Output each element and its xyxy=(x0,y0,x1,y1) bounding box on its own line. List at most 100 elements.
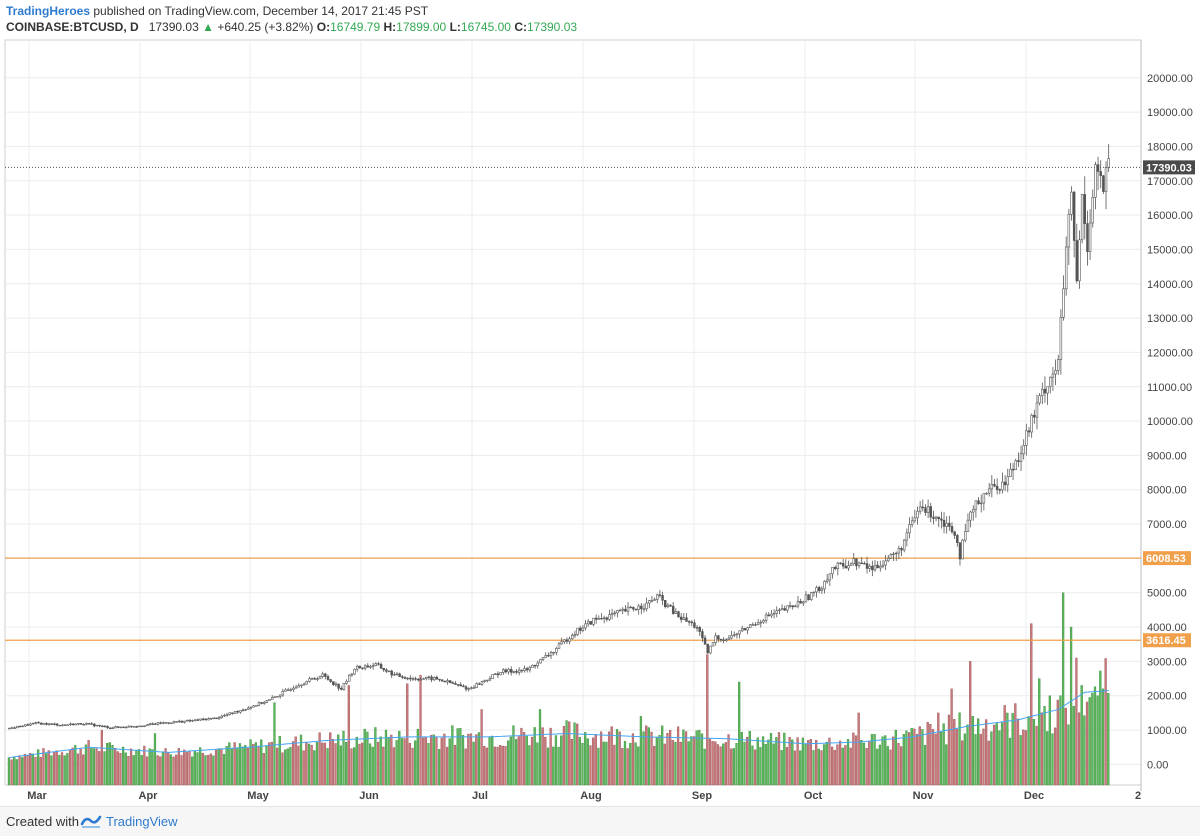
volume-bar xyxy=(687,741,690,786)
candle-body xyxy=(385,669,388,672)
volume-bar xyxy=(921,729,924,786)
publisher-name[interactable]: TradingHeroes xyxy=(6,4,91,18)
candle-body xyxy=(754,624,757,626)
candle-body xyxy=(905,532,909,541)
volume-bar xyxy=(615,729,619,786)
candle-body xyxy=(337,683,340,689)
candle-body xyxy=(55,723,59,726)
volume-bar xyxy=(939,731,943,786)
candle-body xyxy=(467,688,470,690)
volume-bar xyxy=(796,737,799,786)
candle-body xyxy=(284,689,287,692)
candle-body xyxy=(188,719,192,722)
volume-bar xyxy=(31,753,34,786)
candle-body xyxy=(995,485,999,490)
volume-bar xyxy=(825,741,828,786)
price-chart[interactable]: 20000.00 19000.00 18000.00 17000.00 16000.00… xyxy=(0,38,1200,806)
candle-body xyxy=(1038,395,1041,404)
candle-body xyxy=(26,724,30,726)
volume-bar xyxy=(1083,715,1086,786)
candle-body xyxy=(1078,239,1081,282)
volume-bar xyxy=(307,743,311,786)
volume-bar xyxy=(634,742,637,786)
volume-bar xyxy=(334,743,337,786)
candle-body xyxy=(8,727,11,730)
volume-bar xyxy=(828,737,831,786)
x-tick-label: Jul xyxy=(472,790,488,802)
candle-body xyxy=(225,714,229,716)
close-label: C: xyxy=(514,20,527,34)
candle-body xyxy=(316,678,319,680)
x-tick-label: Mar xyxy=(27,790,47,802)
y-tick-label: 13000.00 xyxy=(1147,313,1193,325)
x-tick-label: Dec xyxy=(1024,790,1044,802)
candle-body xyxy=(363,665,367,669)
candle-body xyxy=(523,668,526,671)
volume-bar xyxy=(469,733,473,786)
volume-bar xyxy=(626,748,629,786)
candle-body xyxy=(69,723,72,726)
candle-body xyxy=(1017,460,1020,463)
candle-body xyxy=(987,488,991,494)
volume-bar xyxy=(761,736,765,786)
y-tick-label: 14000.00 xyxy=(1147,279,1193,291)
volume-bar xyxy=(220,748,223,786)
candle-body xyxy=(244,709,247,711)
volume-bar xyxy=(37,749,40,786)
candle-body xyxy=(180,720,184,723)
candle-body xyxy=(488,678,492,681)
volume-bar xyxy=(1051,733,1054,786)
candle-body xyxy=(1091,196,1094,224)
x-tick-label: Aug xyxy=(580,790,601,802)
candle-body xyxy=(531,664,534,668)
candle-body xyxy=(146,724,149,727)
volume-bar xyxy=(801,737,805,786)
candle-body xyxy=(31,722,35,725)
volume-bar xyxy=(769,733,773,786)
candle-body xyxy=(520,669,524,672)
close-value: 17390.03 xyxy=(526,20,578,34)
volume-bar xyxy=(1093,686,1097,786)
volume-bar xyxy=(286,748,289,786)
candle-body xyxy=(440,679,444,682)
volume-bar xyxy=(456,728,459,786)
y-tick-label: 19000.00 xyxy=(1147,107,1193,119)
volume-bar xyxy=(196,752,199,786)
candle-body xyxy=(183,720,186,723)
volume-bar xyxy=(642,731,645,786)
candle-body xyxy=(820,588,824,591)
volume-bar xyxy=(953,719,956,786)
candle-body xyxy=(393,674,396,676)
volume-bar xyxy=(1054,727,1057,786)
volume-bar xyxy=(955,728,959,786)
tradingview-brand[interactable]: TradingView xyxy=(106,814,178,829)
candle-body xyxy=(887,558,890,562)
volume-bar xyxy=(10,759,13,786)
symbol-label[interactable]: COINBASE:BTCUSD, D xyxy=(6,20,139,34)
volume-bar xyxy=(260,739,263,786)
volume-bar xyxy=(191,756,194,786)
y-tick-label: 17000.00 xyxy=(1147,176,1193,188)
candle-body xyxy=(743,628,747,631)
candle-body xyxy=(369,666,372,668)
volume-bar xyxy=(68,749,72,786)
volume-bar xyxy=(716,744,720,786)
candle-body xyxy=(642,608,646,610)
volume-bar xyxy=(676,726,680,786)
volume-bar xyxy=(586,738,589,786)
volume-bar xyxy=(530,736,534,786)
volume-bar xyxy=(47,750,50,786)
volume-bar xyxy=(217,748,220,786)
volume-bar xyxy=(639,716,643,786)
tradingview-logo-icon[interactable] xyxy=(80,812,102,830)
candle-body xyxy=(499,672,502,676)
candle-body xyxy=(847,565,850,569)
candle-body xyxy=(868,565,871,569)
volume-ma-line xyxy=(9,690,1109,758)
candle-body xyxy=(1075,240,1079,282)
volume-bar xyxy=(241,746,244,786)
volume-bar xyxy=(889,749,892,786)
candle-body xyxy=(480,681,484,685)
volume-bar xyxy=(145,756,149,786)
volume-bar xyxy=(98,751,101,786)
